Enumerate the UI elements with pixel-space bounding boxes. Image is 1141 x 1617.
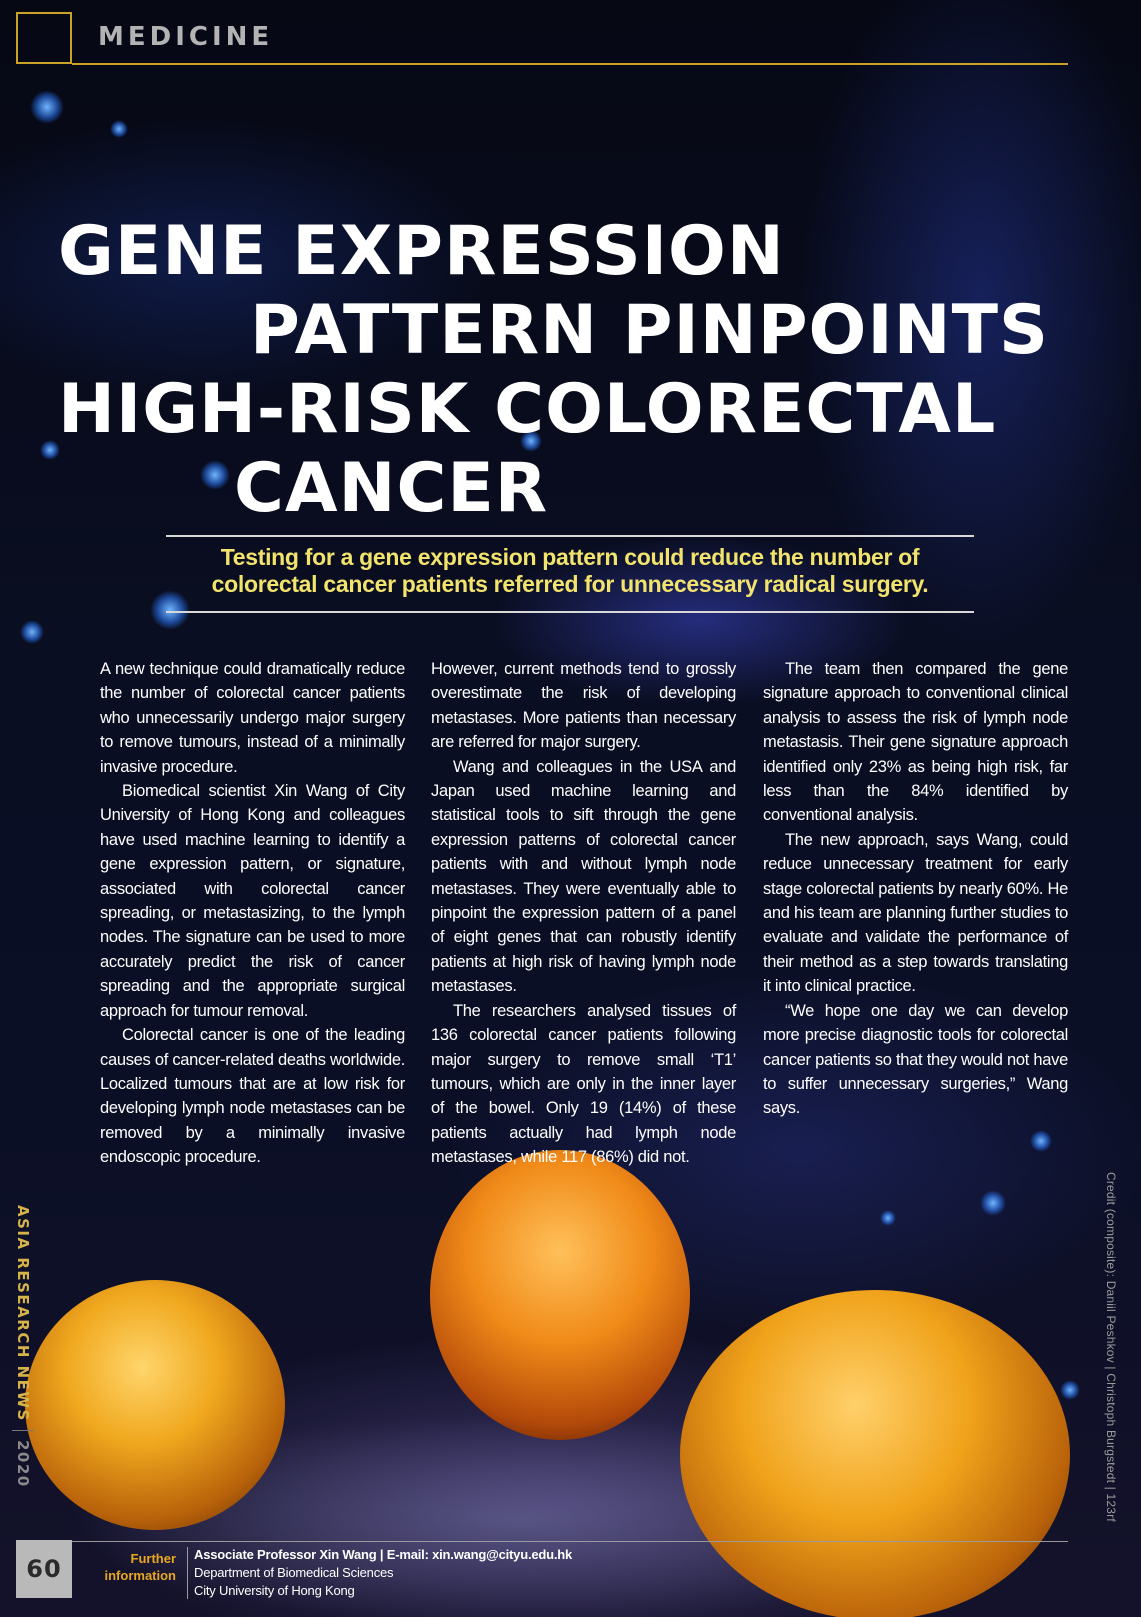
title-line: GENE EXPRESSION [58,212,785,291]
further-information-label: Further information [92,1550,177,1584]
glow-particle [520,430,542,452]
footer-divider [187,1547,188,1599]
body-paragraph: The team then compared the gene signatur… [763,660,1068,825]
body-paragraph: Colorectal cancer is one of the leading … [100,1026,405,1167]
glow-particle [30,90,64,124]
header-rule [72,63,1068,65]
further-label-line: Further [130,1551,177,1566]
cancer-cell-illustration [680,1290,1070,1617]
body-paragraph: Biomedical scientist Xin Wang of City Un… [100,782,405,1020]
cancer-cell-illustration [430,1150,690,1440]
header-box [16,12,72,64]
subtitle-rule-bottom [166,611,974,613]
body-paragraph: Wang and colleagues in the USA and Japan… [431,757,736,996]
glow-particle [40,440,60,460]
subtitle-rule-top [166,535,974,537]
publication-year: 2020 [14,1440,32,1488]
glow-particle [110,120,128,138]
image-credit: Credit (composite): Daniil Peshkov | Chr… [1104,1172,1118,1522]
body-paragraph: The new approach, says Wang, could reduc… [763,830,1068,996]
page-number: 60 [16,1540,72,1598]
body-paragraph: The researchers analysed tissues of 136 … [431,1001,736,1167]
contact-department: Department of Biomedical Sciences [194,1565,394,1580]
text-column-2: However, current methods tend to grossly… [431,657,736,1170]
glow-particle [150,590,190,630]
footer-rule [72,1541,1068,1542]
title-line: PATTERN PINPOINTS [250,291,1049,370]
contact-email[interactable]: E-mail: xin.wang@cityu.edu.hk [386,1547,573,1562]
cancer-cell-illustration [25,1280,285,1530]
glow-particle [1030,1130,1052,1152]
body-paragraph: “We hope one day we can develop more pre… [763,1001,1068,1118]
contact-block: Associate Professor Xin Wang | E-mail: x… [194,1546,572,1600]
title-line: CANCER [234,449,549,528]
title-line: HIGH-RISK COLORECTAL [58,370,997,449]
publication-name: ASIA RESEARCH NEWS [14,1205,32,1422]
article-title: GENE EXPRESSION PATTERN PINPOINTS HIGH-R… [58,212,1128,528]
contact-separator: | [379,1547,384,1562]
article-subtitle: Testing for a gene expression pattern co… [211,544,929,597]
contact-line: Associate Professor Xin Wang | E-mail: x… [194,1546,572,1564]
text-column-3: The team then compared the gene signatur… [763,657,1068,1121]
text-column-1: A new technique could dramatically reduc… [100,657,405,1170]
glow-particle [20,620,44,644]
body-paragraph: A new technique could dramatically reduc… [100,660,405,776]
contact-person: Associate Professor Xin Wang [194,1547,377,1562]
further-label-line: information [104,1568,177,1583]
glow-particle [200,460,230,490]
section-label: MEDICINE [98,22,274,52]
glow-particle [880,1210,896,1226]
glow-particle [980,1190,1006,1216]
contact-university: City University of Hong Kong [194,1583,355,1598]
spine-divider [12,1430,34,1431]
body-paragraph: However, current methods tend to grossly… [431,660,736,752]
